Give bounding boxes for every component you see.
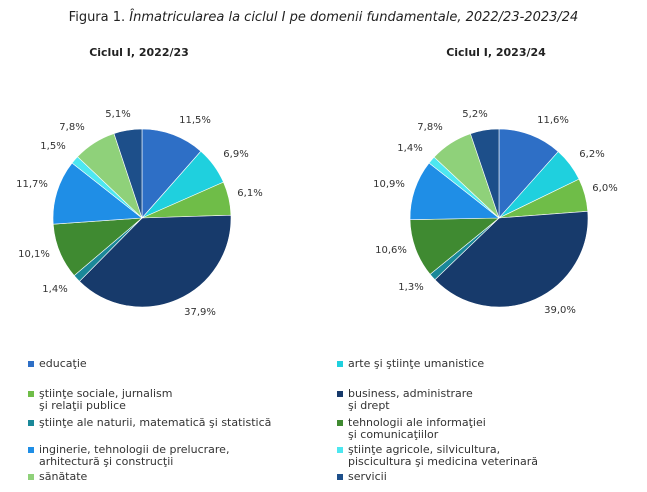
legend-item-stiinte-agricole-silvicultura-piscicultura-si-medicina-veterinara: ştiinţe agricole, silvicultura, piscicul… bbox=[337, 444, 627, 468]
data-label-stiinte-agricole-silvicultura-piscicultura-si-medicina-veterinara: 1,4% bbox=[397, 143, 422, 154]
data-label-stiinte-ale-naturii-matematica-si-statistica: 1,4% bbox=[42, 284, 67, 295]
legend-swatch bbox=[337, 391, 343, 397]
data-label-arte-si-stiinte-umanistice: 6,2% bbox=[579, 149, 604, 160]
figure-number: Figura 1. bbox=[68, 10, 126, 25]
pie-slice-servicii bbox=[470, 128, 500, 219]
legend-item-educatie: educaţie bbox=[28, 358, 318, 370]
legend-label: arte şi ştiinţe umanistice bbox=[348, 357, 485, 370]
legend-label: educaţie bbox=[39, 357, 87, 370]
data-label-tehnologii-ale-informatiei-si-comunicatiilor: 10,6% bbox=[375, 245, 407, 256]
data-label-educatie: 11,5% bbox=[179, 115, 211, 126]
legend-label: ştiinţe sociale, jurnalism şi relaţii pu… bbox=[39, 387, 173, 412]
legend: educaţie arte şi ştiinţe umanistice ştiinţ… bbox=[28, 358, 628, 488]
legend-item-inginerie-tehnologii-de-prelucrare-arhitectura-si-constructii: inginerie, tehnologii de prelucrare, arh… bbox=[28, 444, 318, 468]
data-label-inginerie-tehnologii-de-prelucrare-arhitectura-si-constructii: 10,9% bbox=[373, 179, 405, 190]
pie-title-2023: Ciclul I, 2023/24 bbox=[446, 46, 546, 59]
pie-chart-2023: 11,6% 6,2% 6,0% 39,0% 1,3% 10,6% 10,9% 1,4% 7,8%… bbox=[373, 109, 618, 316]
pie-title-2022: Ciclul I, 2022/23 bbox=[89, 46, 189, 59]
legend-label: servicii bbox=[348, 470, 387, 483]
legend-label: ştiinţe ale naturii, matematică şi stati… bbox=[39, 416, 272, 429]
pie-slice-business-administrare-si-drept bbox=[79, 214, 232, 308]
pie-slice-business-administrare-si-drept bbox=[434, 210, 589, 308]
legend-swatch bbox=[337, 447, 343, 453]
pie-slice-inginerie-tehnologii-de-prelucrare-arhitectura-si-constructii bbox=[52, 162, 143, 225]
data-label-servicii: 5,2% bbox=[462, 109, 487, 120]
data-label-stiinte-ale-naturii-matematica-si-statistica: 1,3% bbox=[398, 282, 423, 293]
data-label-stiinte-sociale-jurnalism-si-relatii-publice: 6,1% bbox=[237, 188, 262, 199]
legend-label: sănătate bbox=[39, 470, 88, 483]
legend-item-tehnologii-ale-informatiei-si-comunicatiilor: tehnologii ale informaţiei şi comunicaţi… bbox=[337, 417, 627, 441]
figure-title: Figura 1. Înmatricularea la ciclul I pe … bbox=[0, 10, 647, 25]
legend-swatch bbox=[337, 361, 343, 367]
legend-item-arte-si-stiinte-umanistice: arte şi ştiinţe umanistice bbox=[337, 358, 627, 370]
legend-label: ştiinţe agricole, silvicultura, piscicul… bbox=[348, 443, 539, 468]
pie-slice-servicii bbox=[113, 128, 143, 219]
data-label-educatie: 11,6% bbox=[537, 115, 569, 126]
legend-swatch bbox=[337, 420, 343, 426]
pie-chart-2022: 11,5% 6,9% 6,1% 37,9% 1,4% 10,1% 11,7% 1,5% 7,8%… bbox=[16, 109, 263, 318]
legend-item-business-administrare-si-drept: business, administrare şi drept bbox=[337, 388, 627, 412]
data-label-business-administrare-si-drept: 37,9% bbox=[184, 307, 216, 318]
data-label-inginerie-tehnologii-de-prelucrare-arhitectura-si-constructii: 11,7% bbox=[16, 179, 48, 190]
legend-item-stiinte-sociale-jurnalism-si-relatii-publice: ştiinţe sociale, jurnalism şi relaţii pu… bbox=[28, 388, 318, 412]
pie-slice-educatie bbox=[141, 128, 202, 219]
data-label-stiinte-agricole-silvicultura-piscicultura-si-medicina-veterinara: 1,5% bbox=[40, 141, 65, 152]
pie-charts: 11,5% 6,9% 6,1% 37,9% 1,4% 10,1% 11,7% 1,5% 7,8%… bbox=[16, 109, 618, 318]
legend-swatch bbox=[28, 447, 34, 453]
data-label-tehnologii-ale-informatiei-si-comunicatiilor: 10,1% bbox=[18, 249, 50, 260]
legend-swatch bbox=[28, 361, 34, 367]
legend-swatch bbox=[28, 391, 34, 397]
data-label-servicii: 5,1% bbox=[105, 109, 130, 120]
legend-label: inginerie, tehnologii de prelucrare, arh… bbox=[39, 443, 230, 468]
legend-swatch bbox=[28, 474, 34, 480]
legend-label: business, administrare şi drept bbox=[348, 387, 473, 412]
data-label-sanatate: 7,8% bbox=[59, 122, 84, 133]
figure-caption: Înmatricularea la ciclul I pe domenii fu… bbox=[129, 10, 579, 25]
data-label-stiinte-sociale-jurnalism-si-relatii-publice: 6,0% bbox=[592, 183, 617, 194]
data-label-business-administrare-si-drept: 39,0% bbox=[544, 305, 576, 316]
legend-item-sanatate: sănătate bbox=[28, 471, 318, 483]
legend-item-servicii: servicii bbox=[337, 471, 627, 483]
pie-slice-educatie bbox=[498, 128, 559, 219]
data-label-arte-si-stiinte-umanistice: 6,9% bbox=[223, 149, 248, 160]
legend-item-stiinte-ale-naturii-matematica-si-statistica: ştiinţe ale naturii, matematică şi stati… bbox=[28, 417, 318, 429]
legend-swatch bbox=[28, 420, 34, 426]
data-label-sanatate: 7,8% bbox=[417, 122, 442, 133]
legend-label: tehnologii ale informaţiei şi comunicaţi… bbox=[348, 416, 486, 441]
legend-swatch bbox=[337, 474, 343, 480]
